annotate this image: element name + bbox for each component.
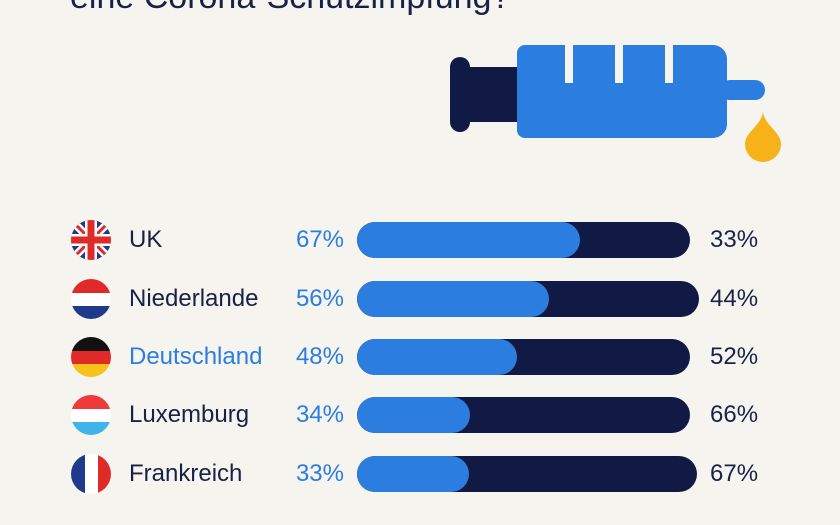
yes-value-label: 67% <box>295 226 344 253</box>
category-label: Niederlande <box>129 285 259 312</box>
france-flag-icon <box>71 454 111 494</box>
chart-row: UK 67% 33% <box>0 220 840 260</box>
bar-yes-segment <box>357 222 581 258</box>
yes-value-label: 33% <box>295 460 344 487</box>
category-label: UK <box>129 226 163 253</box>
bar-no-segment <box>357 397 690 433</box>
chart-title: eine Corona-Schutzimpfung? <box>70 0 510 17</box>
uk-flag-icon <box>71 220 111 260</box>
no-value-label: 52% <box>710 343 759 370</box>
no-value-label: 67% <box>710 460 759 487</box>
luxembourg-flag-icon <box>71 395 111 435</box>
chart-row: Luxemburg 34% 66% <box>0 395 840 435</box>
chart-row: Frankreich 33% 67% <box>0 454 840 494</box>
no-value-label: 44% <box>710 285 759 312</box>
category-label: Luxemburg <box>129 401 250 428</box>
chart-row: Niederlande 56% 44% <box>0 279 840 319</box>
bar-yes-segment <box>357 456 470 492</box>
bar-yes-segment <box>357 397 471 433</box>
no-value-label: 33% <box>710 226 759 253</box>
no-value-label: 66% <box>710 401 759 428</box>
chart-row: Deutschland 48% 52% <box>0 337 840 377</box>
bar-yes-segment <box>357 339 517 375</box>
category-label: Deutschland <box>129 343 263 370</box>
germany-flag-icon <box>71 337 111 377</box>
yes-value-label: 56% <box>295 285 344 312</box>
syringe-icon <box>450 45 781 162</box>
yes-value-label: 48% <box>295 343 344 370</box>
bar-no-segment <box>357 339 690 375</box>
bar-yes-segment <box>357 281 549 317</box>
bar-no-segment <box>357 456 697 492</box>
bar-no-segment <box>357 222 690 258</box>
netherlands-flag-icon <box>71 279 111 319</box>
yes-value-label: 34% <box>295 401 344 428</box>
bar-no-segment <box>357 281 699 317</box>
category-label: Frankreich <box>129 460 243 487</box>
